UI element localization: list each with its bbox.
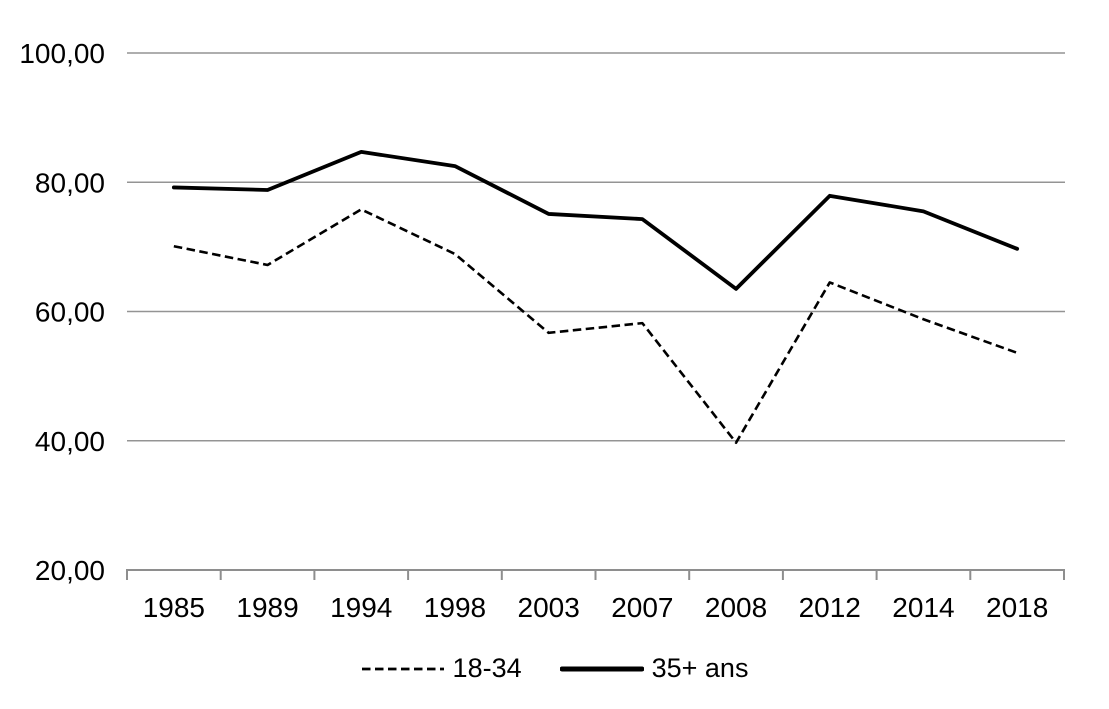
- y-tick-label: 20,00: [35, 555, 105, 586]
- y-tick-label: 80,00: [35, 167, 105, 198]
- x-tick-label: 1998: [424, 592, 486, 623]
- series-line-solid: [171, 149, 1020, 291]
- x-tick-label: 1985: [143, 592, 205, 623]
- series-line-dashed: [173, 208, 1018, 444]
- chart-legend: 18-34 35+ ans: [0, 655, 1109, 682]
- x-tick-label: 1989: [236, 592, 298, 623]
- y-tick-label: 60,00: [35, 297, 105, 328]
- y-tick-label: 40,00: [35, 426, 105, 457]
- x-tick-label: 2018: [986, 592, 1048, 623]
- x-tick-label: 2014: [892, 592, 954, 623]
- x-tick-label: 2008: [705, 592, 767, 623]
- y-tick-label: 100,00: [19, 38, 105, 69]
- dashed-line-icon: [361, 667, 444, 670]
- x-tick-label: 2003: [518, 592, 580, 623]
- x-tick-label: 2007: [611, 592, 673, 623]
- solid-line-icon: [559, 666, 644, 671]
- legend-label-35plus-ans: 35+ ans: [651, 653, 749, 683]
- legend-item-35plus-ans: 35+ ans: [559, 653, 749, 683]
- x-tick-label: 1994: [330, 592, 392, 623]
- legend-label-18-34: 18-34: [452, 653, 522, 683]
- legend-item-18-34: 18-34: [361, 655, 522, 682]
- x-tick-label: 2012: [799, 592, 861, 623]
